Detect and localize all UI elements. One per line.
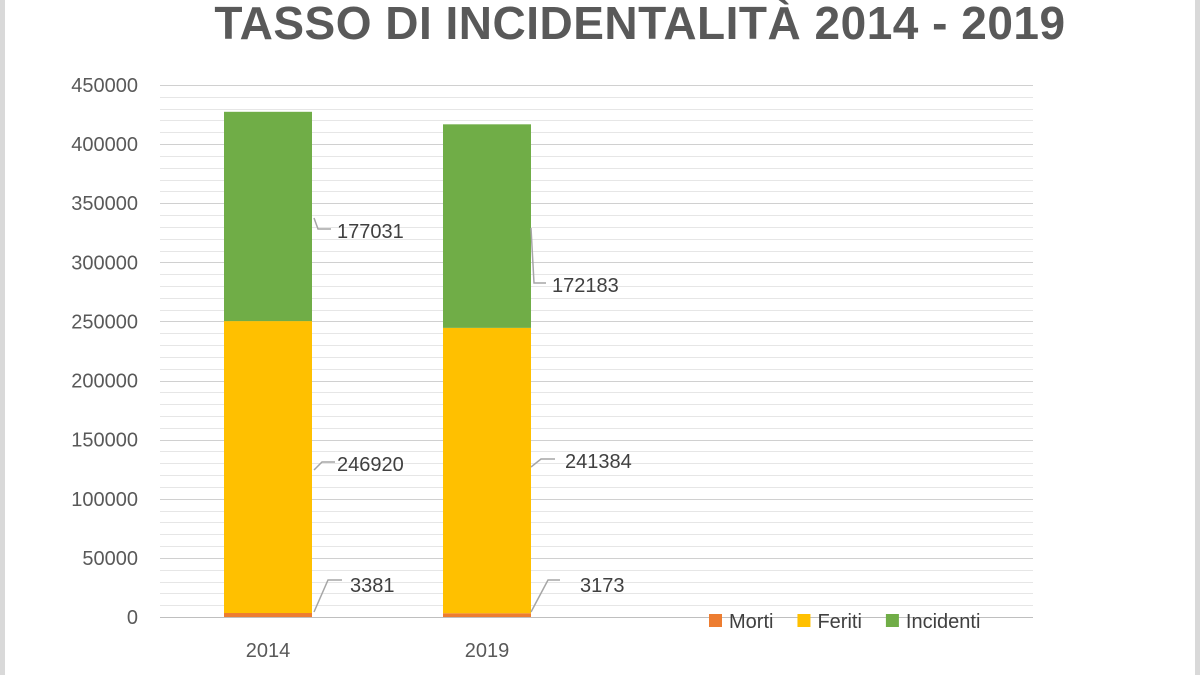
- x-tick-label: 2019: [465, 640, 510, 662]
- y-tick-label: 450000: [71, 75, 138, 97]
- bar-morti-2019: [443, 613, 531, 617]
- legend-label-morti: Morti: [729, 611, 773, 633]
- bar-morti-2014: [224, 613, 312, 617]
- y-tick-label: 300000: [71, 252, 138, 274]
- data-label: 3381: [350, 575, 395, 597]
- y-tick-label: 250000: [71, 311, 138, 333]
- leader-line: [313, 579, 342, 613]
- x-tick-label: 2014: [246, 640, 291, 662]
- chart-title: TASSO DI INCIDENTALITÀ 2014 - 2019: [214, 0, 1066, 49]
- data-label: 246920: [337, 454, 404, 476]
- data-label: 172183: [552, 275, 619, 297]
- leader-line: [530, 227, 546, 284]
- y-tick-label: 50000: [82, 548, 138, 570]
- leader-line: [313, 461, 335, 471]
- y-tick-label: 350000: [71, 193, 138, 215]
- leader-line: [530, 579, 560, 613]
- legend-label-feriti: Feriti: [817, 611, 861, 633]
- leader-line: [313, 217, 331, 230]
- data-label: 3173: [580, 575, 625, 597]
- y-tick-label: 0: [127, 607, 138, 629]
- y-tick-label: 150000: [71, 430, 138, 452]
- leader-line: [530, 458, 555, 468]
- y-tick-label: 100000: [71, 489, 138, 511]
- legend-swatch-morti: [709, 614, 722, 627]
- legend-label-incidenti: Incidenti: [906, 611, 981, 633]
- bar-incidenti-2014: [224, 111, 312, 322]
- y-tick-label: 400000: [71, 134, 138, 156]
- data-label: 177031: [337, 221, 404, 243]
- legend-swatch-feriti: [797, 614, 811, 627]
- bar-incidenti-2019: [443, 124, 531, 328]
- y-tick-label: 200000: [71, 371, 138, 393]
- legend-swatch-incidenti: [885, 614, 899, 627]
- bar-feriti-2019: [443, 327, 531, 614]
- bar-feriti-2014: [224, 321, 312, 614]
- data-label: 241384: [565, 451, 632, 473]
